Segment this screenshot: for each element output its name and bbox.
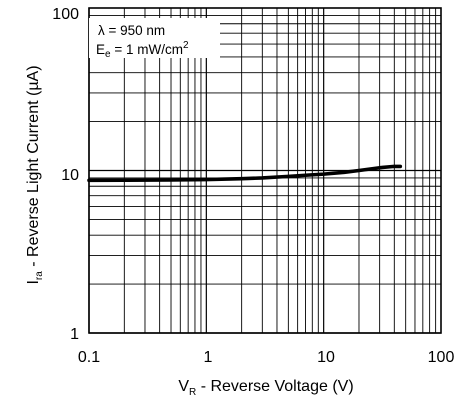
y-tick-10: 10 — [61, 167, 79, 184]
conditions-annotation: λ = 950 nm Ee = 1 mW/cm2 — [89, 18, 220, 60]
plot-frame — [88, 7, 442, 334]
irradiance-label: Ee = 1 mW/cm2 — [96, 40, 189, 60]
y-tick-1: 1 — [70, 326, 79, 343]
wavelength-label: λ = 950 nm — [98, 23, 165, 38]
y-axis-title: Ira - Reverse Light Current (µA) — [25, 65, 45, 284]
x-tick-0.1: 0.1 — [78, 349, 100, 366]
x-tick-10: 10 — [317, 349, 335, 366]
y-tick-labels: 1 10 100 — [52, 6, 79, 343]
y-tick-100: 100 — [52, 6, 79, 23]
x-tick-labels: 0.1 1 10 100 — [78, 349, 455, 366]
series-line-0 — [87, 164, 403, 183]
series-group — [87, 164, 403, 183]
plot-border — [88, 7, 442, 334]
grid — [88, 8, 441, 334]
x-tick-1: 1 — [204, 349, 213, 366]
annotation-bg — [89, 18, 220, 58]
x-tick-100: 100 — [428, 349, 455, 366]
x-axis-title: VR - Reverse Voltage (V) — [178, 378, 353, 398]
